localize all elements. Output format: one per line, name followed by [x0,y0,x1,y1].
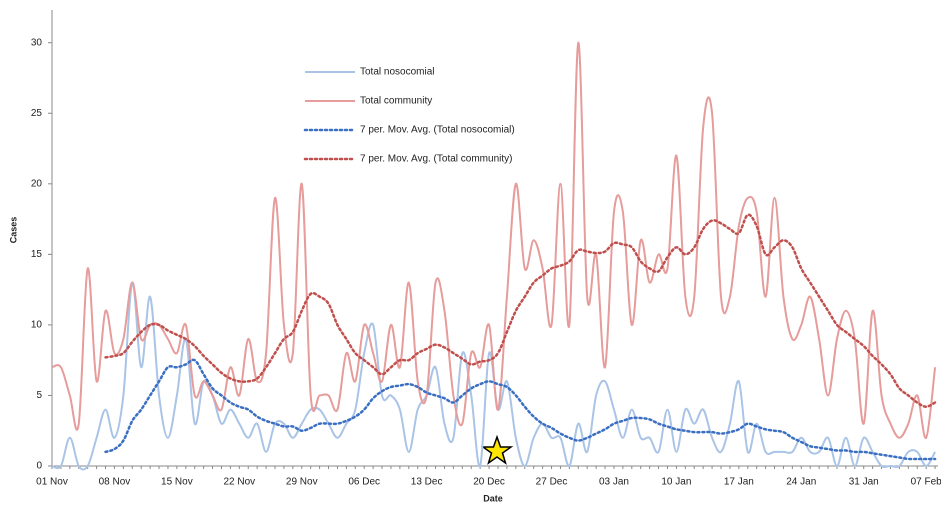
x-tick-label: 06 Dec [348,477,380,488]
x-tick-label: 15 Nov [161,477,193,488]
star-marker [480,434,514,465]
series-line [51,281,936,471]
y-tick-label: 5 [36,390,42,401]
x-tick-label: 31 Jan [849,477,879,488]
series-line [104,213,937,408]
legend-label: Total community [360,96,432,107]
y-tick-label: 25 [31,108,43,119]
x-tick-label: 07 Feb [911,477,941,488]
series-line [51,41,937,439]
x-tick-label: 27 Dec [536,477,568,488]
y-axis-label: Cases [8,217,18,244]
x-tick-label: 03 Jan [599,477,629,488]
x-tick-label: 29 Nov [286,477,318,488]
legend-label: Total nosocomial [360,67,434,78]
x-tick-label: 01 Nov [36,477,68,488]
x-tick-label: 24 Jan [786,477,816,488]
legend-label: 7 per. Mov. Avg. (Total nosocomial) [360,125,515,136]
y-tick-label: 10 [31,320,43,331]
y-tick-label: 0 [36,461,42,472]
legend-label: 7 per. Mov. Avg. (Total community) [360,154,512,165]
x-tick-label: 10 Jan [661,477,691,488]
x-axis-label: Date [483,493,503,503]
series-line [104,358,937,461]
x-tick-label: 13 Dec [411,477,443,488]
y-tick-label: 30 [31,37,43,48]
y-tick-label: 20 [31,178,43,189]
x-tick-label: 08 Nov [99,477,131,488]
x-tick-label: 17 Jan [724,477,754,488]
y-tick-label: 15 [31,249,43,260]
x-tick-label: 22 Nov [223,477,255,488]
x-tick-label: 20 Dec [473,477,505,488]
